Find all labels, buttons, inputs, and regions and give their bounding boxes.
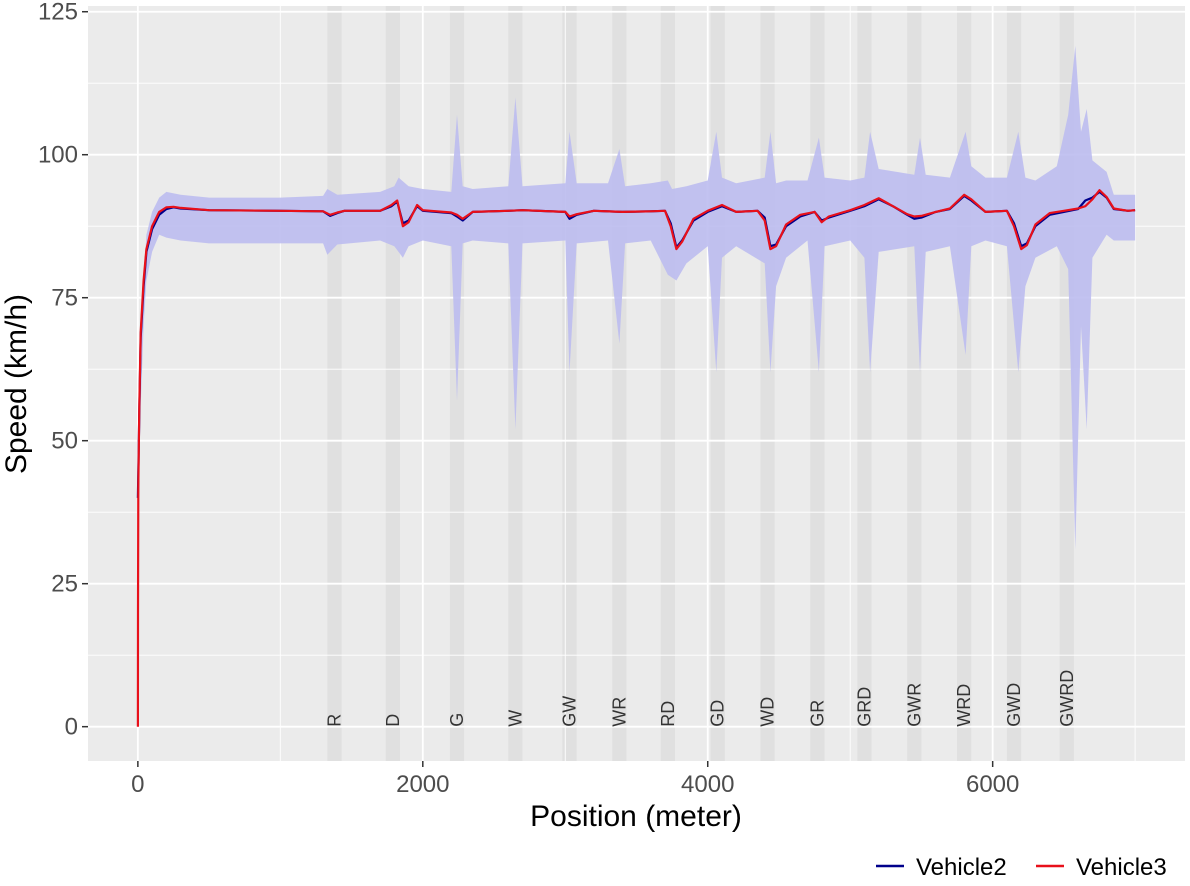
zone-band-13 <box>1006 6 1022 761</box>
y-tick-label: 100 <box>38 142 78 169</box>
zone-band-5 <box>612 6 627 761</box>
grid-lines <box>88 6 1185 761</box>
x-tick-label: 0 <box>131 771 144 798</box>
legend-label-vehicle2: Vehicle2 <box>916 854 1007 881</box>
x-axis: 0 2000 4000 6000 <box>131 761 1019 798</box>
y-tick-label: 125 <box>38 0 78 26</box>
zone-band-12 <box>957 6 972 761</box>
series-lines <box>136 189 1136 727</box>
zone-label-11: GWR <box>904 683 924 727</box>
zone-labels: R D G W GW WR RD GD WD GR GRD GWR WRD GWD GWRD <box>325 670 1077 727</box>
zone-label-10: GRD <box>854 687 874 727</box>
y-tick-label: 75 <box>51 285 78 312</box>
zone-label-7: GD <box>708 700 728 727</box>
zone-label-9: GR <box>807 700 827 727</box>
y-axis: 0 25 50 75 100 125 <box>38 0 88 741</box>
y-tick-label: 50 <box>51 428 78 455</box>
zone-label-3: W <box>505 710 525 727</box>
x-tick-label: 6000 <box>966 771 1019 798</box>
x-tick-label: 4000 <box>681 771 734 798</box>
series-line-vehicle3 <box>136 189 1136 727</box>
band-area <box>138 46 1136 550</box>
zone-label-5: WR <box>609 697 629 727</box>
zone-label-0: R <box>325 714 345 727</box>
zone-band-1 <box>385 6 401 761</box>
zone-label-14: GWRD <box>1057 670 1077 727</box>
x-tick-label: 2000 <box>396 771 449 798</box>
zone-band-0 <box>327 6 342 761</box>
zone-label-13: GWD <box>1004 683 1024 727</box>
zone-band-7 <box>710 6 725 761</box>
zone-label-8: WD <box>758 697 778 727</box>
zone-label-1: D <box>383 714 403 727</box>
zone-band-8 <box>760 6 775 761</box>
zone-band-6 <box>660 6 675 761</box>
x-axis-title: Position (meter) <box>530 800 742 833</box>
zone-band-9 <box>810 6 825 761</box>
zone-band-11 <box>907 6 922 761</box>
zone-label-2: G <box>447 713 467 727</box>
zone-label-4: GW <box>560 696 580 727</box>
speed-band <box>138 46 1136 550</box>
zone-band-4 <box>562 6 577 761</box>
zone-label-6: RD <box>658 701 678 727</box>
legend-label-vehicle3: Vehicle3 <box>1076 854 1167 881</box>
legend: Vehicle2 Vehicle3 <box>876 854 1167 881</box>
y-tick-label: 0 <box>65 714 78 741</box>
zone-band-10 <box>857 6 872 761</box>
y-tick-label: 25 <box>51 571 78 598</box>
zone-label-12: WRD <box>954 684 974 727</box>
plot-panel <box>88 6 1185 761</box>
y-axis-title: Speed (km/h) <box>0 294 33 474</box>
